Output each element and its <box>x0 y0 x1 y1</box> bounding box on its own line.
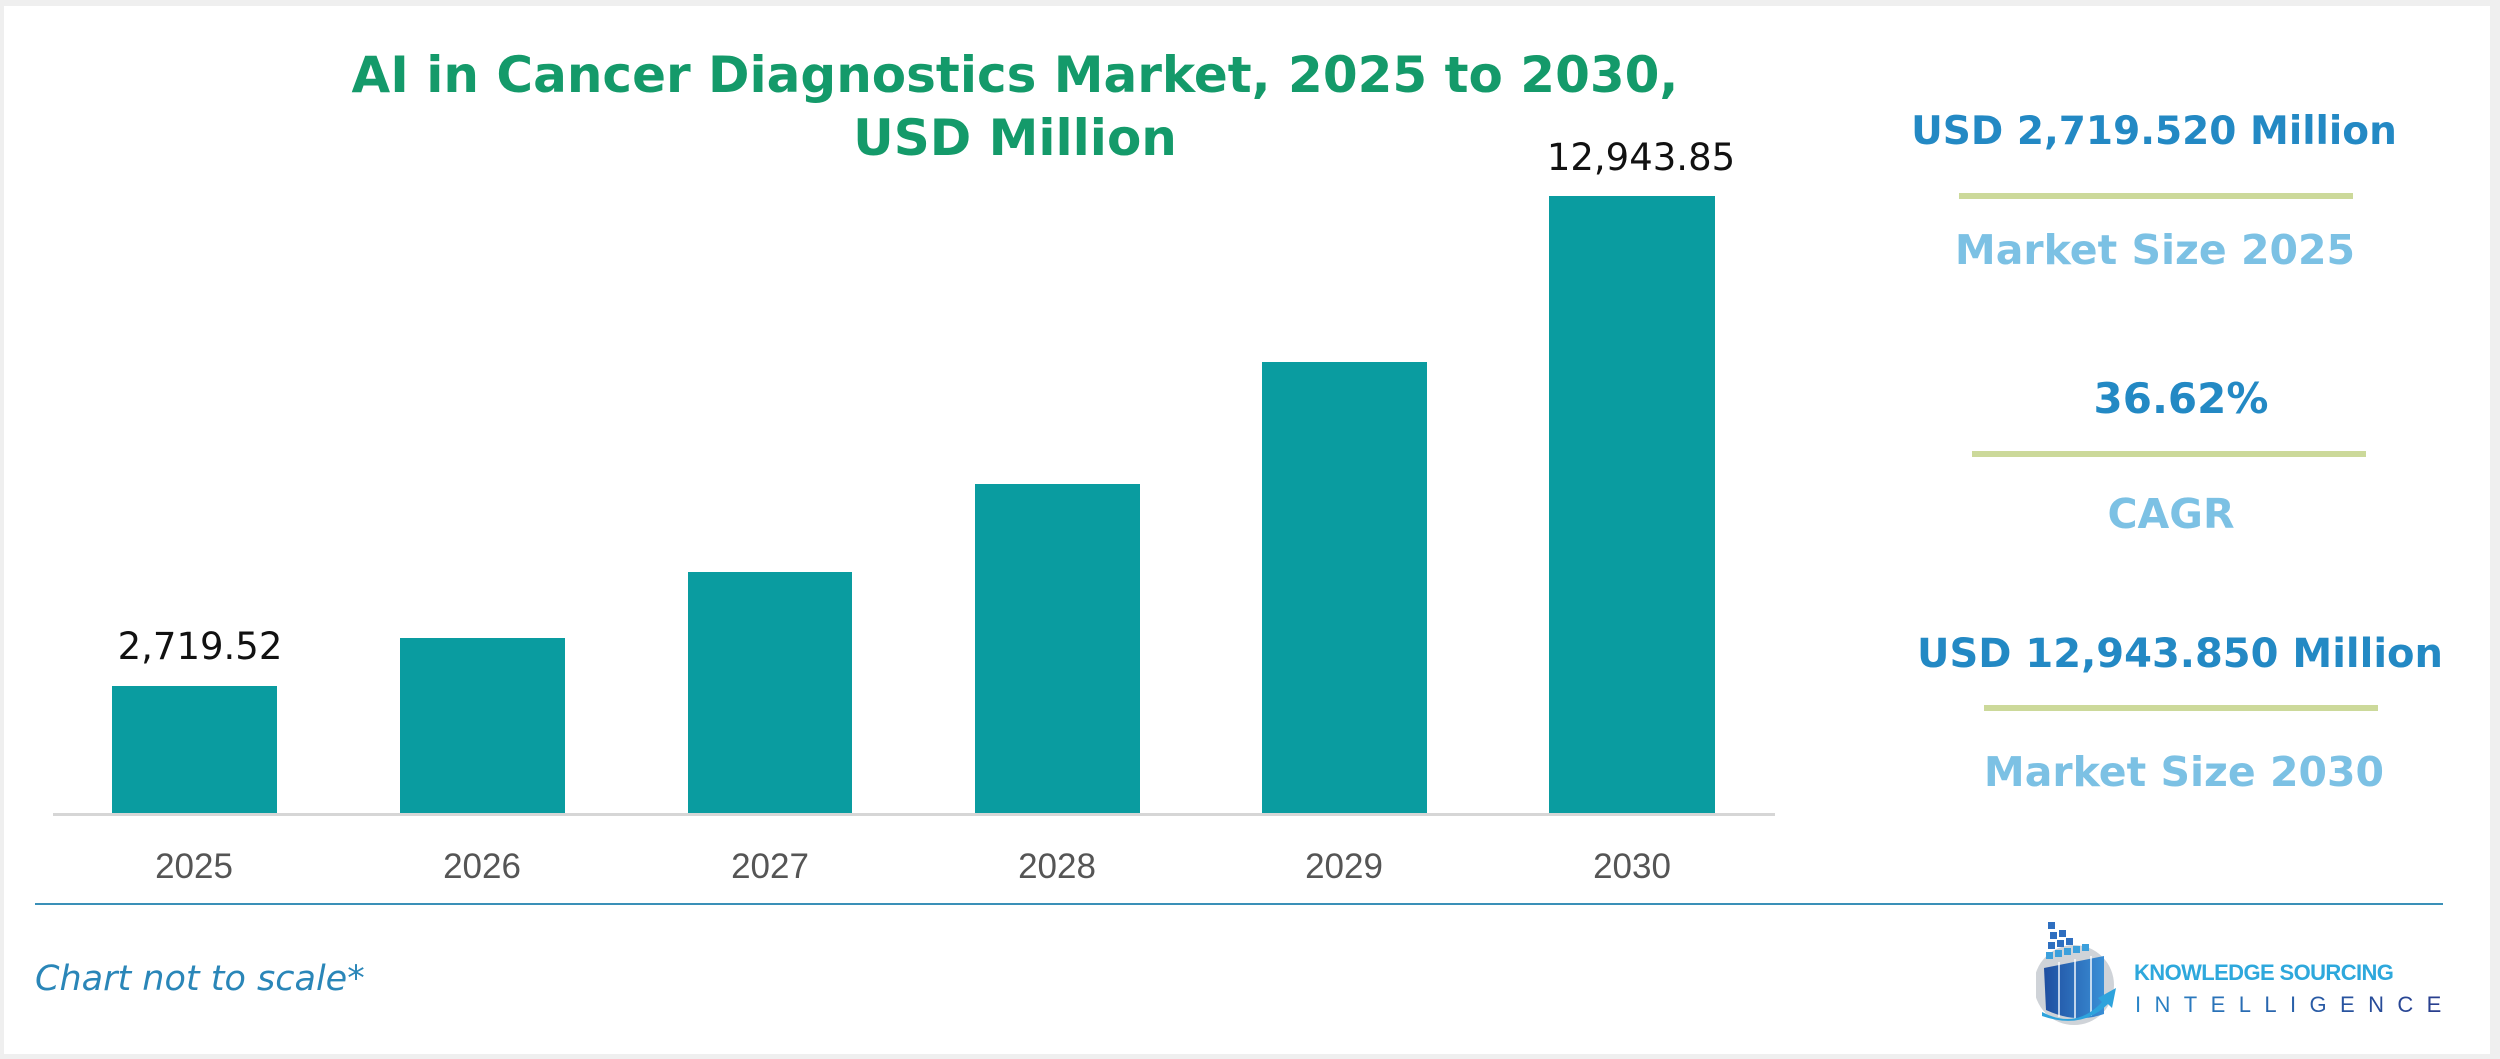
bar-chart-arrow-logo-icon <box>2036 922 2116 1025</box>
stat-cagr-label: CAGR <box>2107 490 2235 538</box>
bar-2026 <box>400 638 565 814</box>
bar-chart: 2,719.52 12,943.85 2025 2026 2027 2028 2… <box>53 136 1775 886</box>
bar-2029 <box>1262 362 1427 814</box>
x-tick-2029: 2029 <box>1305 847 1383 886</box>
bar-2028 <box>975 484 1140 814</box>
stat-market-size-2030-label: Market Size 2030 <box>1983 748 2385 796</box>
stat-divider-2 <box>1972 451 2366 457</box>
stat-divider-3 <box>1984 705 2378 711</box>
stat-market-size-2025-label: Market Size 2025 <box>1954 226 2356 274</box>
infographic-canvas <box>4 6 2490 1054</box>
footer-divider <box>35 903 2443 905</box>
stat-market-size-2025-value: USD 2,719.520 Million <box>1911 109 2397 154</box>
bar-2025 <box>112 686 277 814</box>
bar-2027 <box>688 572 852 814</box>
bar-2030 <box>1549 196 1715 814</box>
chart-title-line-1: AI in Cancer Diagnostics Market, 2025 to… <box>351 46 1679 104</box>
chart-title-line-2: USD Million <box>853 109 1177 167</box>
chart-not-to-scale-note: Chart not to scale* <box>35 959 365 999</box>
x-tick-2030: 2030 <box>1593 847 1671 886</box>
data-label-2030: 12,943.85 <box>1546 136 1736 179</box>
logo-text-intelligence: INTELLIGENCE <box>2135 992 2455 1017</box>
stats-panel <box>1850 100 2490 800</box>
stat-market-size-2030-value: USD 12,943.850 Million <box>1917 631 2443 677</box>
logo-text-knowledge-sourcing: KNOWLEDGE SOURCING <box>2134 960 2394 985</box>
stat-cagr-value: 36.62% <box>2093 374 2269 423</box>
x-axis-line <box>53 813 1775 816</box>
x-tick-2027: 2027 <box>731 847 809 886</box>
x-tick-2026: 2026 <box>443 847 521 886</box>
x-tick-2028: 2028 <box>1018 847 1096 886</box>
x-tick-2025: 2025 <box>155 847 233 886</box>
stat-divider-1 <box>1959 193 2353 199</box>
company-logo: KNOWLEDGE SOURCING INTELLIGENCE <box>2036 918 2456 1030</box>
data-label-2025: 2,719.52 <box>117 625 283 668</box>
